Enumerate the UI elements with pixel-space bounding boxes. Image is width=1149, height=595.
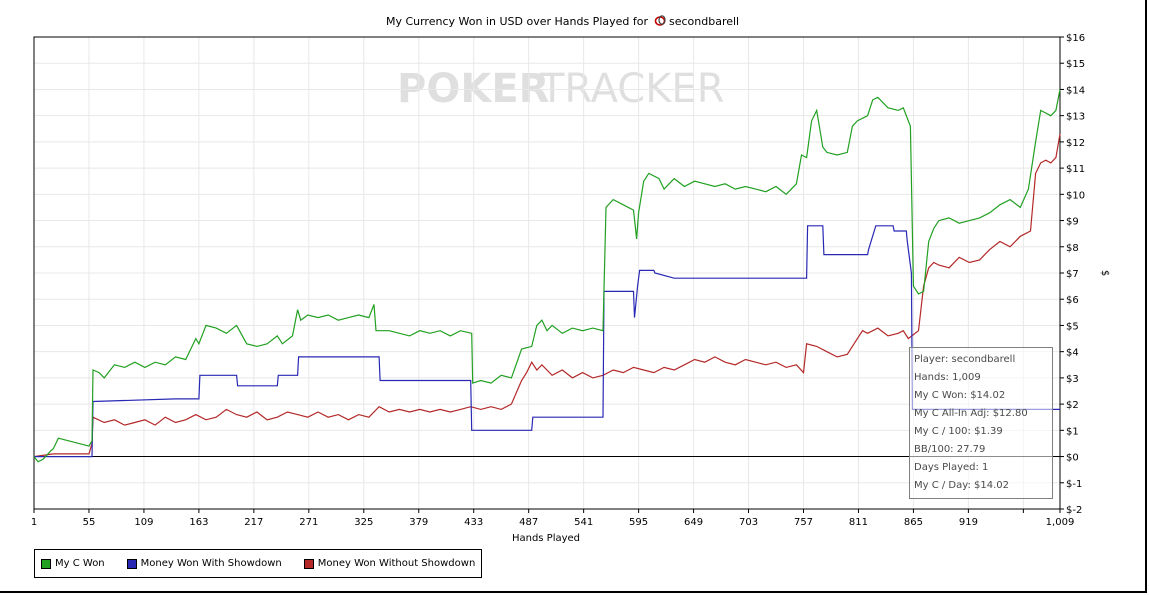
x-tick-label: 1 <box>31 517 37 528</box>
y-axis-ticks: $16 $15 $14 $13 $12 $11 $10 $9 $8 $7 $6 $5 $4 $3 $2 $1 $… <box>1060 33 1085 516</box>
y-tick-label: $14 <box>1066 85 1085 96</box>
legend-swatch-red <box>303 558 314 569</box>
series-group <box>33 89 1061 463</box>
series-line-money-won-without-showdown <box>33 133 1061 458</box>
x-tick-label: 325 <box>354 517 373 528</box>
y-tick-label: $3 <box>1066 374 1079 385</box>
y-tick-label: $5 <box>1066 321 1079 332</box>
y-tick-label: $11 <box>1066 164 1085 175</box>
tooltip-player: Player: secondbarell <box>914 354 1016 365</box>
x-axis-label: Hands Played <box>512 533 580 544</box>
tooltip-hands: Hands: 1,009 <box>914 372 981 383</box>
chart-title: My Currency Won in USD over Hands Played… <box>386 15 649 28</box>
legend-label: Money Won Without Showdown <box>317 558 476 569</box>
x-tick-label: 379 <box>409 517 428 528</box>
x-tick-label: 1,009 <box>1046 517 1075 528</box>
y-tick-label: $-1 <box>1066 479 1082 490</box>
legend-item-non-showdown[interactable]: Money Won Without Showdown <box>303 558 476 569</box>
x-tick-label: 541 <box>574 517 593 528</box>
legend-item-my-c-won[interactable]: My C Won <box>41 558 105 569</box>
x-tick-label: 217 <box>244 517 263 528</box>
legend-swatch-blue <box>126 558 137 569</box>
x-tick-label: 865 <box>904 517 923 528</box>
tooltip-allin: My C All-In Adj: $12.80 <box>914 408 1028 419</box>
chart-grid <box>33 36 1061 510</box>
x-tick-label: 271 <box>299 517 318 528</box>
x-tick-label: 163 <box>189 517 208 528</box>
player-icon <box>654 15 666 26</box>
y-tick-label: $16 <box>1066 33 1085 44</box>
player-stats-tooltip: Player: secondbarell Hands: 1,009 My C W… <box>909 347 1053 499</box>
x-tick-label: 595 <box>629 517 648 528</box>
x-tick-label: 487 <box>519 517 538 528</box>
x-tick-label: 649 <box>684 517 703 528</box>
legend-swatch-green <box>41 558 51 569</box>
legend-item-showdown[interactable]: Money Won With Showdown <box>126 558 282 569</box>
legend-label: Money Won With Showdown <box>140 558 282 569</box>
y-tick-label: $6 <box>1066 295 1079 306</box>
y-tick-label: $10 <box>1066 190 1085 201</box>
y-tick-label: $13 <box>1066 112 1085 123</box>
chart-legend: My C Won Money Won With Showdown Money W… <box>34 549 483 578</box>
legend-label: My C Won <box>55 558 105 569</box>
y-tick-label: $-2 <box>1066 505 1082 516</box>
x-tick-label: 55 <box>83 517 96 528</box>
tooltip-perday: My C / Day: $14.02 <box>914 480 1009 491</box>
y-tick-label: $4 <box>1066 348 1079 359</box>
tooltip-bb100: BB/100: 27.79 <box>914 444 986 455</box>
y-tick-label: $0 <box>1066 453 1079 464</box>
x-tick-label: 109 <box>134 517 153 528</box>
y-tick-label: $9 <box>1066 217 1079 228</box>
y-axis-label: $ <box>1099 270 1110 276</box>
x-tick-label: 433 <box>464 517 483 528</box>
x-tick-label: 757 <box>794 517 813 528</box>
y-tick-label: $2 <box>1066 400 1079 411</box>
y-tick-label: $8 <box>1066 243 1079 254</box>
x-tick-label: 919 <box>959 517 978 528</box>
x-tick-label: 703 <box>739 517 758 528</box>
y-tick-label: $7 <box>1066 269 1079 280</box>
series-line-my-c-won <box>33 89 1061 463</box>
tooltip-per100: My C / 100: $1.39 <box>914 426 1003 437</box>
tooltip-days: Days Played: 1 <box>914 462 989 473</box>
chart-title-player: secondbarell <box>669 15 739 28</box>
x-axis-ticks: 1 55 109 163 217 271 325 379 433 487 541 595 649 703 7… <box>31 509 1075 528</box>
y-tick-label: $12 <box>1066 138 1085 149</box>
x-tick-label: 811 <box>849 517 868 528</box>
tooltip-won: My C Won: $14.02 <box>914 390 1006 401</box>
y-tick-label: $15 <box>1066 59 1085 70</box>
y-tick-label: $1 <box>1066 426 1079 437</box>
series-line-money-won-with-showdown <box>34 225 1060 458</box>
